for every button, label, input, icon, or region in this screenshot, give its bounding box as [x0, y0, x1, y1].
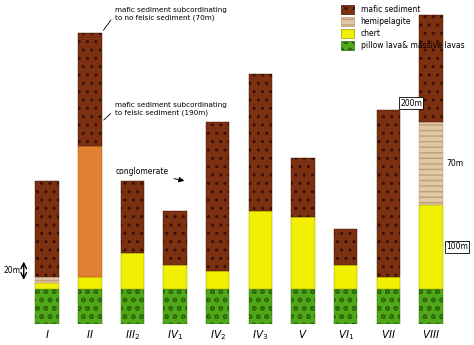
Bar [121, 288, 144, 324]
Bar [78, 288, 101, 324]
Bar [249, 288, 272, 324]
Bar [78, 32, 101, 146]
Text: mafic sediment subcordinating
to felsic sediment (190m): mafic sediment subcordinating to felsic … [104, 102, 228, 120]
Text: 20m: 20m [3, 266, 20, 275]
Bar [206, 122, 229, 271]
Bar [292, 217, 315, 288]
Bar [164, 288, 187, 324]
Bar [292, 288, 315, 324]
Bar [334, 229, 357, 265]
Bar [249, 74, 272, 211]
Bar [121, 253, 144, 288]
Bar [419, 205, 443, 288]
Bar [36, 288, 59, 324]
Bar [164, 265, 187, 288]
Bar [36, 181, 59, 277]
Text: conglomerate: conglomerate [115, 167, 183, 182]
Bar [36, 283, 59, 288]
Bar [419, 15, 443, 122]
Bar [377, 288, 400, 324]
Text: 200m: 200m [400, 99, 422, 108]
Bar [419, 122, 443, 205]
Text: 70m: 70m [446, 159, 463, 168]
Bar [377, 110, 400, 277]
Bar [334, 288, 357, 324]
Bar [334, 265, 357, 288]
Bar [78, 146, 101, 277]
Bar [292, 158, 315, 217]
Bar [206, 271, 229, 288]
Bar [249, 211, 272, 288]
Bar [164, 211, 187, 265]
Text: 100m: 100m [446, 243, 468, 252]
Bar [377, 277, 400, 288]
Bar [36, 277, 59, 283]
Bar [121, 181, 144, 253]
Text: mafic sediment subcordinating
to no felsic sediment (70m): mafic sediment subcordinating to no fels… [103, 7, 228, 30]
Bar [419, 288, 443, 324]
Bar [78, 277, 101, 288]
Bar [206, 288, 229, 324]
Legend: mafic sediment, hemipelagite, chert, pillow lava& massive lavas: mafic sediment, hemipelagite, chert, pil… [339, 3, 466, 52]
